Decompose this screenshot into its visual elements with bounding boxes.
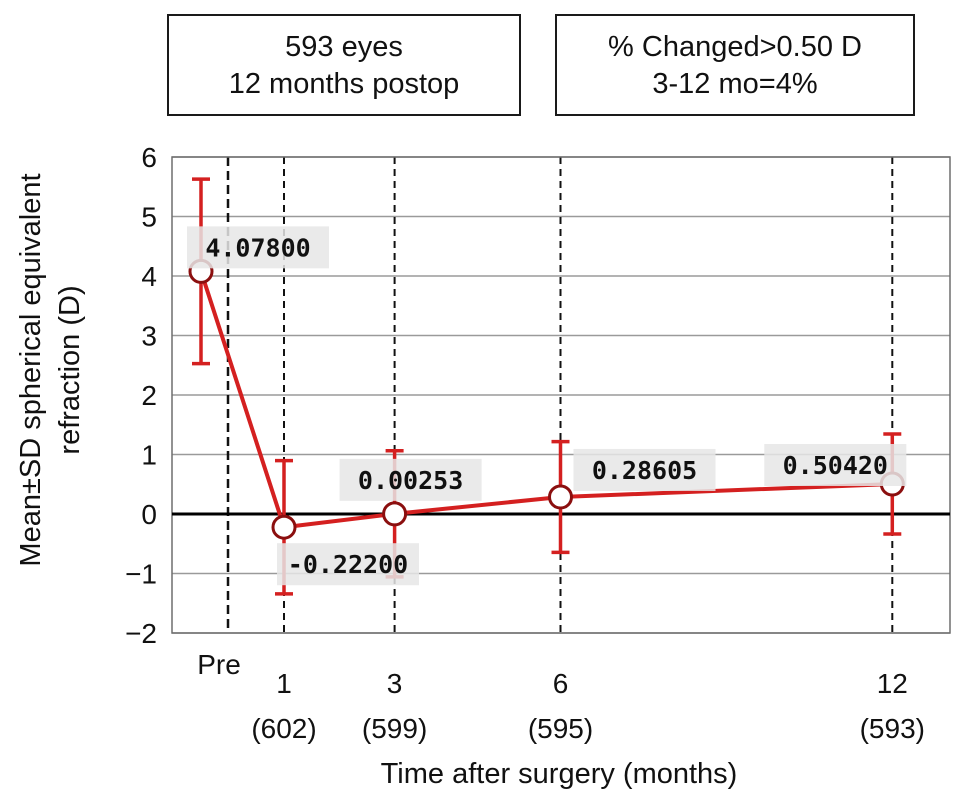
y-axis-title-line1: Mean±SD spherical equivalent (15, 173, 47, 566)
x-tick-label: 6 (553, 668, 569, 699)
x-tick-n-label: (599) (362, 713, 427, 744)
y-tick-label: −1 (125, 559, 157, 590)
x-tick-label: 12 (877, 668, 908, 699)
data-point-marker (271, 514, 297, 540)
x-tick-label: 3 (387, 668, 403, 699)
x-tick-label: Pre (197, 649, 241, 680)
data-label-background (339, 458, 482, 501)
y-tick-label: 5 (141, 202, 157, 233)
y-tick-label: 3 (141, 321, 157, 352)
x-tick-n-label: (593) (860, 713, 925, 744)
y-tick-labels: 6 5 4 3 2 1 0 −1 −2 (125, 142, 157, 649)
data-label-background (764, 444, 907, 487)
x-tick-n-label: (602) (251, 713, 316, 744)
data-label-layer: 4.07800 -0.22200 0.00253 0.28605 0.50420 (187, 226, 907, 586)
data-label: 4.07800 (205, 233, 310, 262)
x-axis-title: Time after surgery (months) (381, 758, 738, 790)
series-line (199, 270, 893, 530)
data-label-background (187, 226, 329, 269)
x-tick-label: 1 (276, 668, 292, 699)
data-label: -0.22200 (288, 550, 408, 579)
data-label: 0.28605 (592, 456, 697, 485)
data-label: 0.50420 (783, 451, 888, 480)
y-tick-label: 6 (141, 142, 157, 173)
x-tick-n-label: (595) (528, 713, 593, 744)
y-tick-label: −2 (125, 618, 157, 649)
data-point-marker (548, 484, 573, 510)
info-box-changed-line1: % Changed>0.50 D (608, 31, 862, 63)
info-box-eyes-line1: 593 eyes (285, 31, 403, 63)
y-tick-label: 0 (141, 499, 157, 530)
info-box-eyes-line2: 12 months postop (228, 68, 460, 100)
info-box-changed-line2: 3-12 mo=4% (652, 68, 818, 100)
y-tick-label: 2 (141, 380, 157, 411)
data-label-background (277, 543, 419, 586)
data-point-marker (382, 501, 408, 527)
data-label-background (573, 448, 716, 491)
info-box-changed: % Changed>0.50 D 3-12 mo=4% (555, 14, 915, 116)
info-box-eyes: 593 eyes 12 months postop (167, 14, 521, 116)
y-tick-label: 1 (141, 440, 157, 471)
y-tick-label: 4 (141, 261, 157, 292)
x-tick-labels: Pre 1 (602) 3 (599) 6 (595) 12 (593) (197, 649, 925, 744)
y-axis-title-line2: refraction (D) (54, 285, 86, 454)
data-label: 0.00253 (358, 466, 463, 495)
plot-area-frame (171, 156, 951, 634)
